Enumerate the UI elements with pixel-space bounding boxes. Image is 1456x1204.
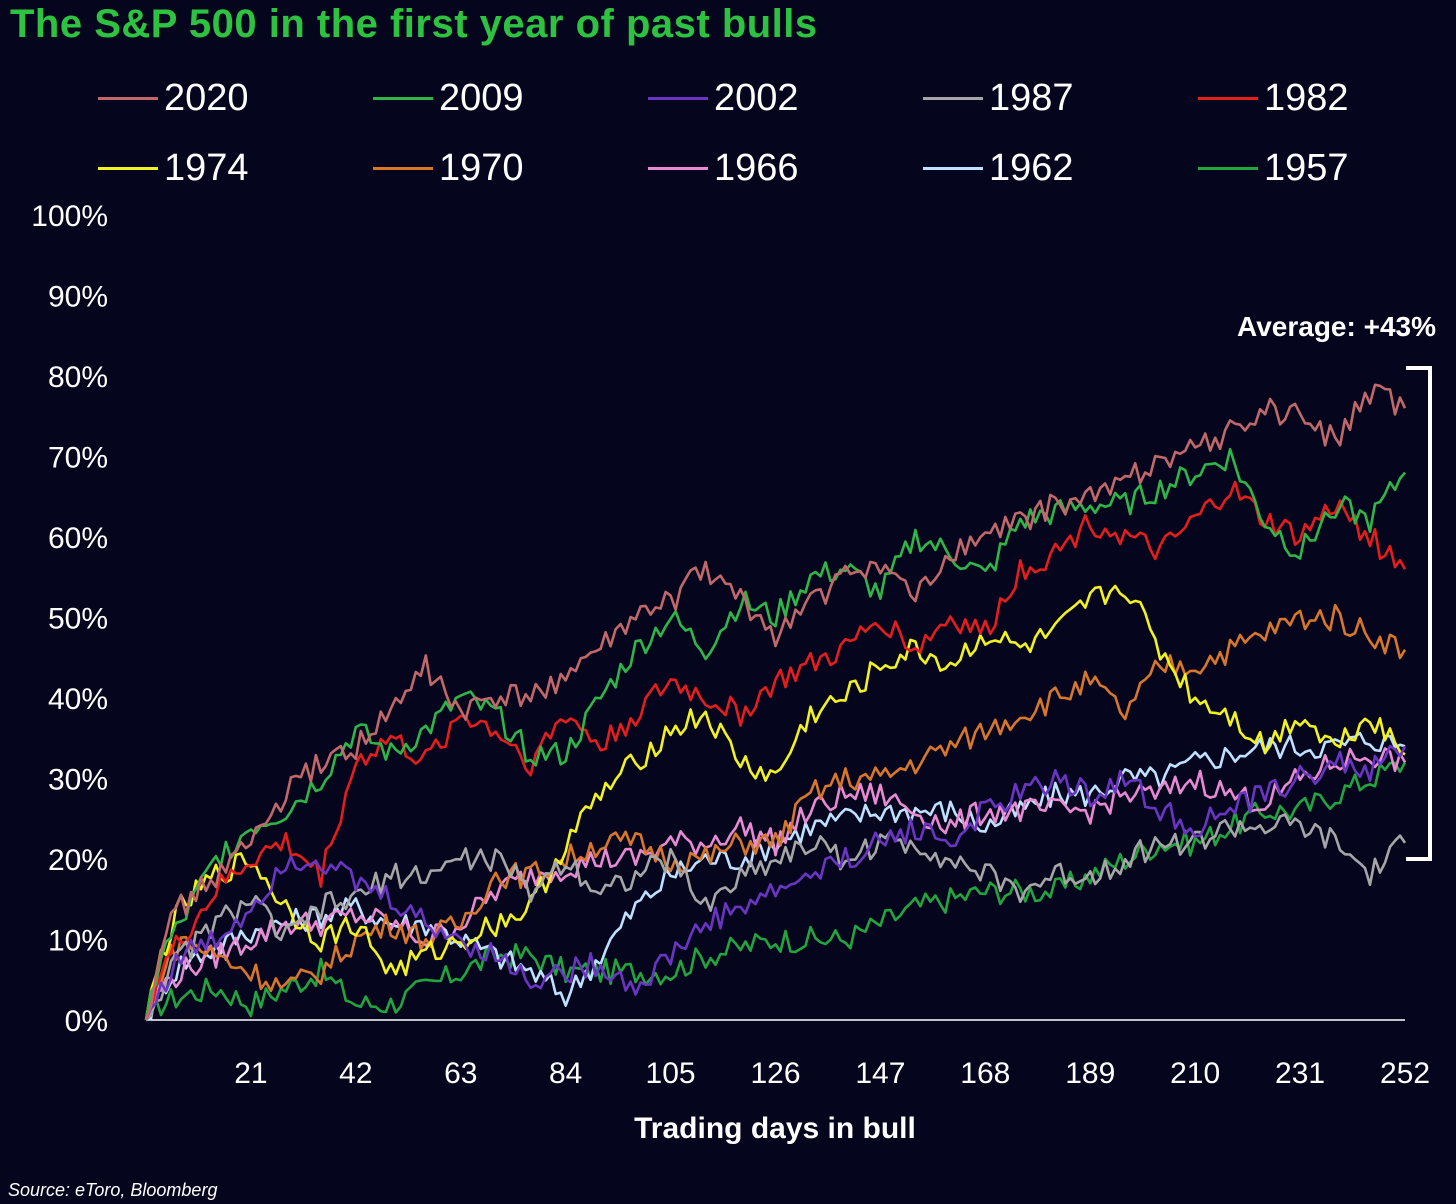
y-tick-label: 10%: [48, 925, 108, 958]
x-tick-label: 189: [1065, 1057, 1115, 1090]
legend-label: 1974: [164, 146, 249, 189]
chart-title: The S&P 500 in the first year of past bu…: [10, 2, 818, 46]
y-tick-label: 20%: [48, 844, 108, 877]
legend-item-1974: 1974: [98, 146, 249, 189]
legend-swatch: [373, 166, 433, 170]
source-note: Source: eToro, Bloomberg: [8, 1180, 218, 1200]
legend-label: 2020: [164, 76, 249, 119]
series-line-1982: [145, 480, 1407, 1021]
legend-item-2020: 2020: [98, 76, 249, 119]
y-tick-label: 70%: [48, 442, 108, 475]
legend-item-1962: 1962: [923, 146, 1074, 189]
average-bracket: [1406, 366, 1432, 861]
y-tick-label: 60%: [48, 522, 108, 555]
legend-swatch: [648, 166, 708, 170]
chart-legend: 2020 2009 2002 1987 1982 1974 1970 1966 1962 1957: [98, 72, 1428, 202]
series-line-1957: [144, 761, 1407, 1021]
series-line-1962: [145, 731, 1406, 1022]
series-line-2009: [144, 447, 1406, 1021]
legend-swatch: [373, 96, 433, 100]
y-tick-label: 50%: [48, 603, 108, 636]
y-tick-label: 30%: [48, 764, 108, 797]
x-tick-label: 231: [1275, 1057, 1325, 1090]
legend-swatch: [1198, 96, 1258, 100]
average-annotation: Average: +43%: [1237, 311, 1436, 342]
x-tick-label: 168: [960, 1057, 1010, 1090]
legend-item-1970: 1970: [373, 146, 524, 189]
legend-label: 1987: [989, 76, 1074, 119]
legend-label: 1982: [1264, 76, 1349, 119]
y-tick-label: 100%: [31, 200, 108, 233]
series-line-1970: [144, 603, 1407, 1021]
x-tick-label: 147: [855, 1057, 905, 1090]
legend-label: 2002: [714, 76, 799, 119]
legend-label: 1957: [1264, 146, 1349, 189]
x-tick-label: 42: [339, 1057, 372, 1090]
y-tick-label: 80%: [48, 361, 108, 394]
x-tick-label: 126: [750, 1057, 800, 1090]
legend-item-1982: 1982: [1198, 76, 1349, 119]
x-tick-label: 84: [549, 1057, 582, 1090]
legend-label: 2009: [439, 76, 524, 119]
legend-item-1957: 1957: [1198, 146, 1349, 189]
series-line-2020: [144, 383, 1407, 1021]
legend-item-2002: 2002: [648, 76, 799, 119]
legend-swatch: [923, 96, 983, 100]
series-line-1974: [144, 584, 1406, 1021]
legend-swatch: [923, 166, 983, 170]
x-tick-label: 21: [234, 1057, 267, 1090]
chart-plot: 0% 10% 20% 30% 40% 50% 60% 70% 80% 90% 100% 21 42 63 8…: [31, 200, 1436, 1145]
x-axis-title: Trading days in bull: [634, 1112, 916, 1145]
x-tick-label: 105: [646, 1057, 696, 1090]
legend-item-2009: 2009: [373, 76, 524, 119]
legend-swatch: [98, 166, 158, 170]
x-tick-label: 63: [444, 1057, 477, 1090]
y-tick-label: 40%: [48, 683, 108, 716]
x-tick-label: 210: [1170, 1057, 1220, 1090]
legend-label: 1970: [439, 146, 524, 189]
x-tick-label: 252: [1380, 1057, 1430, 1090]
y-tick-label: 0%: [65, 1005, 108, 1038]
series-line-1966: [144, 747, 1407, 1021]
legend-swatch: [648, 96, 708, 100]
legend-item-1966: 1966: [648, 146, 799, 189]
series-line-2002: [144, 744, 1407, 1021]
legend-swatch: [98, 96, 158, 100]
legend-swatch: [1198, 166, 1258, 170]
legend-label: 1962: [989, 146, 1074, 189]
legend-item-1987: 1987: [923, 76, 1074, 119]
legend-label: 1966: [714, 146, 799, 189]
y-tick-label: 90%: [48, 281, 108, 314]
